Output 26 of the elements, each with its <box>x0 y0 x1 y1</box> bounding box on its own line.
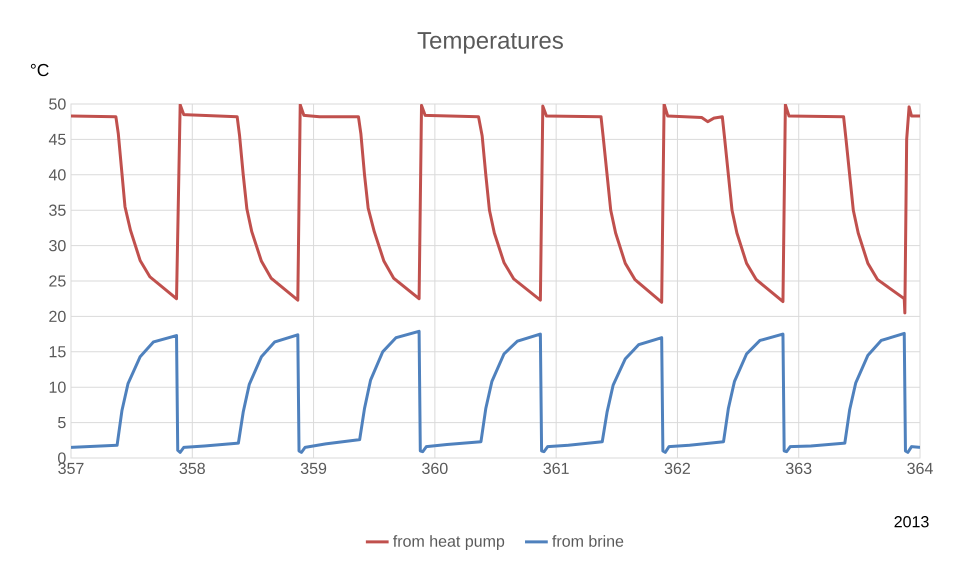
y-tick-label: 10 <box>50 382 66 393</box>
x-tick-label: 359 <box>300 462 326 474</box>
legend-label: from heat pump <box>393 535 504 550</box>
x-tick-label: 357 <box>58 462 84 474</box>
y-tick-label: 40 <box>48 169 66 180</box>
line-series <box>71 330 920 454</box>
y-tick-label: 35 <box>49 204 66 216</box>
x-tick-label: 361 <box>543 462 569 474</box>
chart-title: Temperatures <box>418 32 563 54</box>
y-tick-label: 20 <box>49 310 66 322</box>
y-tick-label: 25 <box>49 275 66 287</box>
legend-label: from brine <box>552 535 624 547</box>
y-tick-label: 30 <box>49 240 66 252</box>
y-tick-label: 0 <box>58 452 66 464</box>
y-axis-title: °C <box>30 64 49 76</box>
x-axis-title: 2013 <box>894 516 929 528</box>
y-tick-label: 45 <box>48 134 66 145</box>
y-tick-label: 50 <box>49 98 66 110</box>
x-tick-label: 363 <box>786 462 812 474</box>
x-tick-label: 362 <box>664 462 690 474</box>
x-tick-label: 358 <box>180 462 205 474</box>
x-tick-label: 360 <box>422 462 448 474</box>
y-tick-label: 5 <box>58 417 66 428</box>
x-tick-label: 364 <box>907 462 933 474</box>
line-series <box>71 104 920 314</box>
y-tick-label: 15 <box>50 346 66 358</box>
